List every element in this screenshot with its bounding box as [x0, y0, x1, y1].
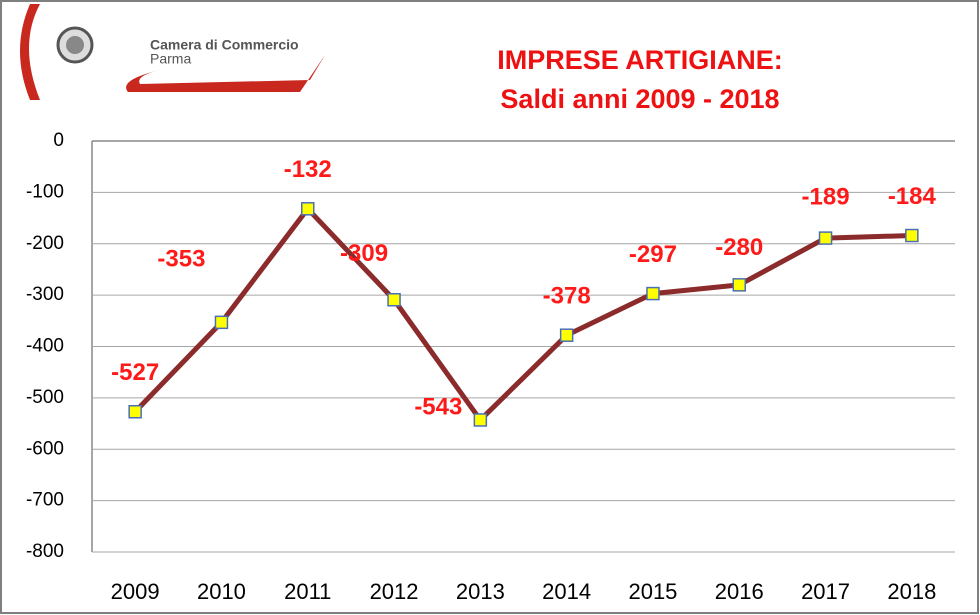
y-tick-label: -800 — [26, 541, 64, 562]
data-label: -353 — [157, 246, 205, 273]
marker — [473, 413, 488, 427]
marker — [646, 286, 660, 301]
chart-title: Saldi anni 2009 - 2018 — [500, 84, 779, 114]
logo-text: Camera di Commercio — [150, 37, 299, 53]
y-tick-label: -500 — [26, 387, 64, 408]
logo-seal-inner — [66, 36, 84, 54]
y-tick-label: -400 — [26, 336, 64, 357]
marker — [214, 315, 229, 330]
data-label: -543 — [414, 393, 462, 420]
logo-text: Parma — [150, 51, 191, 67]
y-tick-label: 0 — [53, 130, 64, 151]
logo-arc — [20, 4, 40, 100]
x-tick-label: 2017 — [801, 579, 850, 604]
marker — [301, 202, 315, 216]
chart-title: IMPRESE ARTIGIANE: — [497, 45, 783, 75]
y-tick-label: -300 — [26, 284, 64, 305]
x-tick-label: 2011 — [284, 579, 331, 604]
x-tick-label: 2014 — [542, 579, 591, 604]
y-tick-label: -700 — [26, 490, 64, 511]
x-tick-label: 2012 — [370, 579, 419, 604]
x-tick-label: 2010 — [197, 579, 246, 604]
y-tick-label: -200 — [26, 233, 64, 254]
marker — [387, 292, 401, 307]
x-tick-label: 2009 — [111, 579, 160, 604]
marker — [128, 404, 142, 419]
y-tick-label: -600 — [26, 438, 64, 459]
x-tick-label: 2016 — [715, 579, 764, 604]
x-tick-label: 2013 — [456, 579, 505, 604]
data-label: -184 — [888, 183, 937, 210]
x-tick-label: 2015 — [628, 579, 677, 604]
x-tick-label: 2018 — [887, 579, 936, 604]
data-label: -378 — [543, 283, 591, 310]
y-tick-label: -100 — [26, 181, 64, 202]
series-line — [133, 206, 912, 423]
marker — [905, 228, 919, 243]
data-label: -280 — [715, 234, 763, 261]
logo-swoosh — [126, 55, 325, 92]
data-label: -297 — [629, 241, 677, 268]
marker — [732, 278, 746, 292]
data-label: -132 — [284, 156, 332, 183]
data-label: -189 — [802, 183, 850, 210]
data-label: -527 — [111, 359, 159, 386]
data-label: -309 — [340, 240, 388, 267]
marker — [559, 328, 574, 342]
marker — [818, 231, 833, 245]
